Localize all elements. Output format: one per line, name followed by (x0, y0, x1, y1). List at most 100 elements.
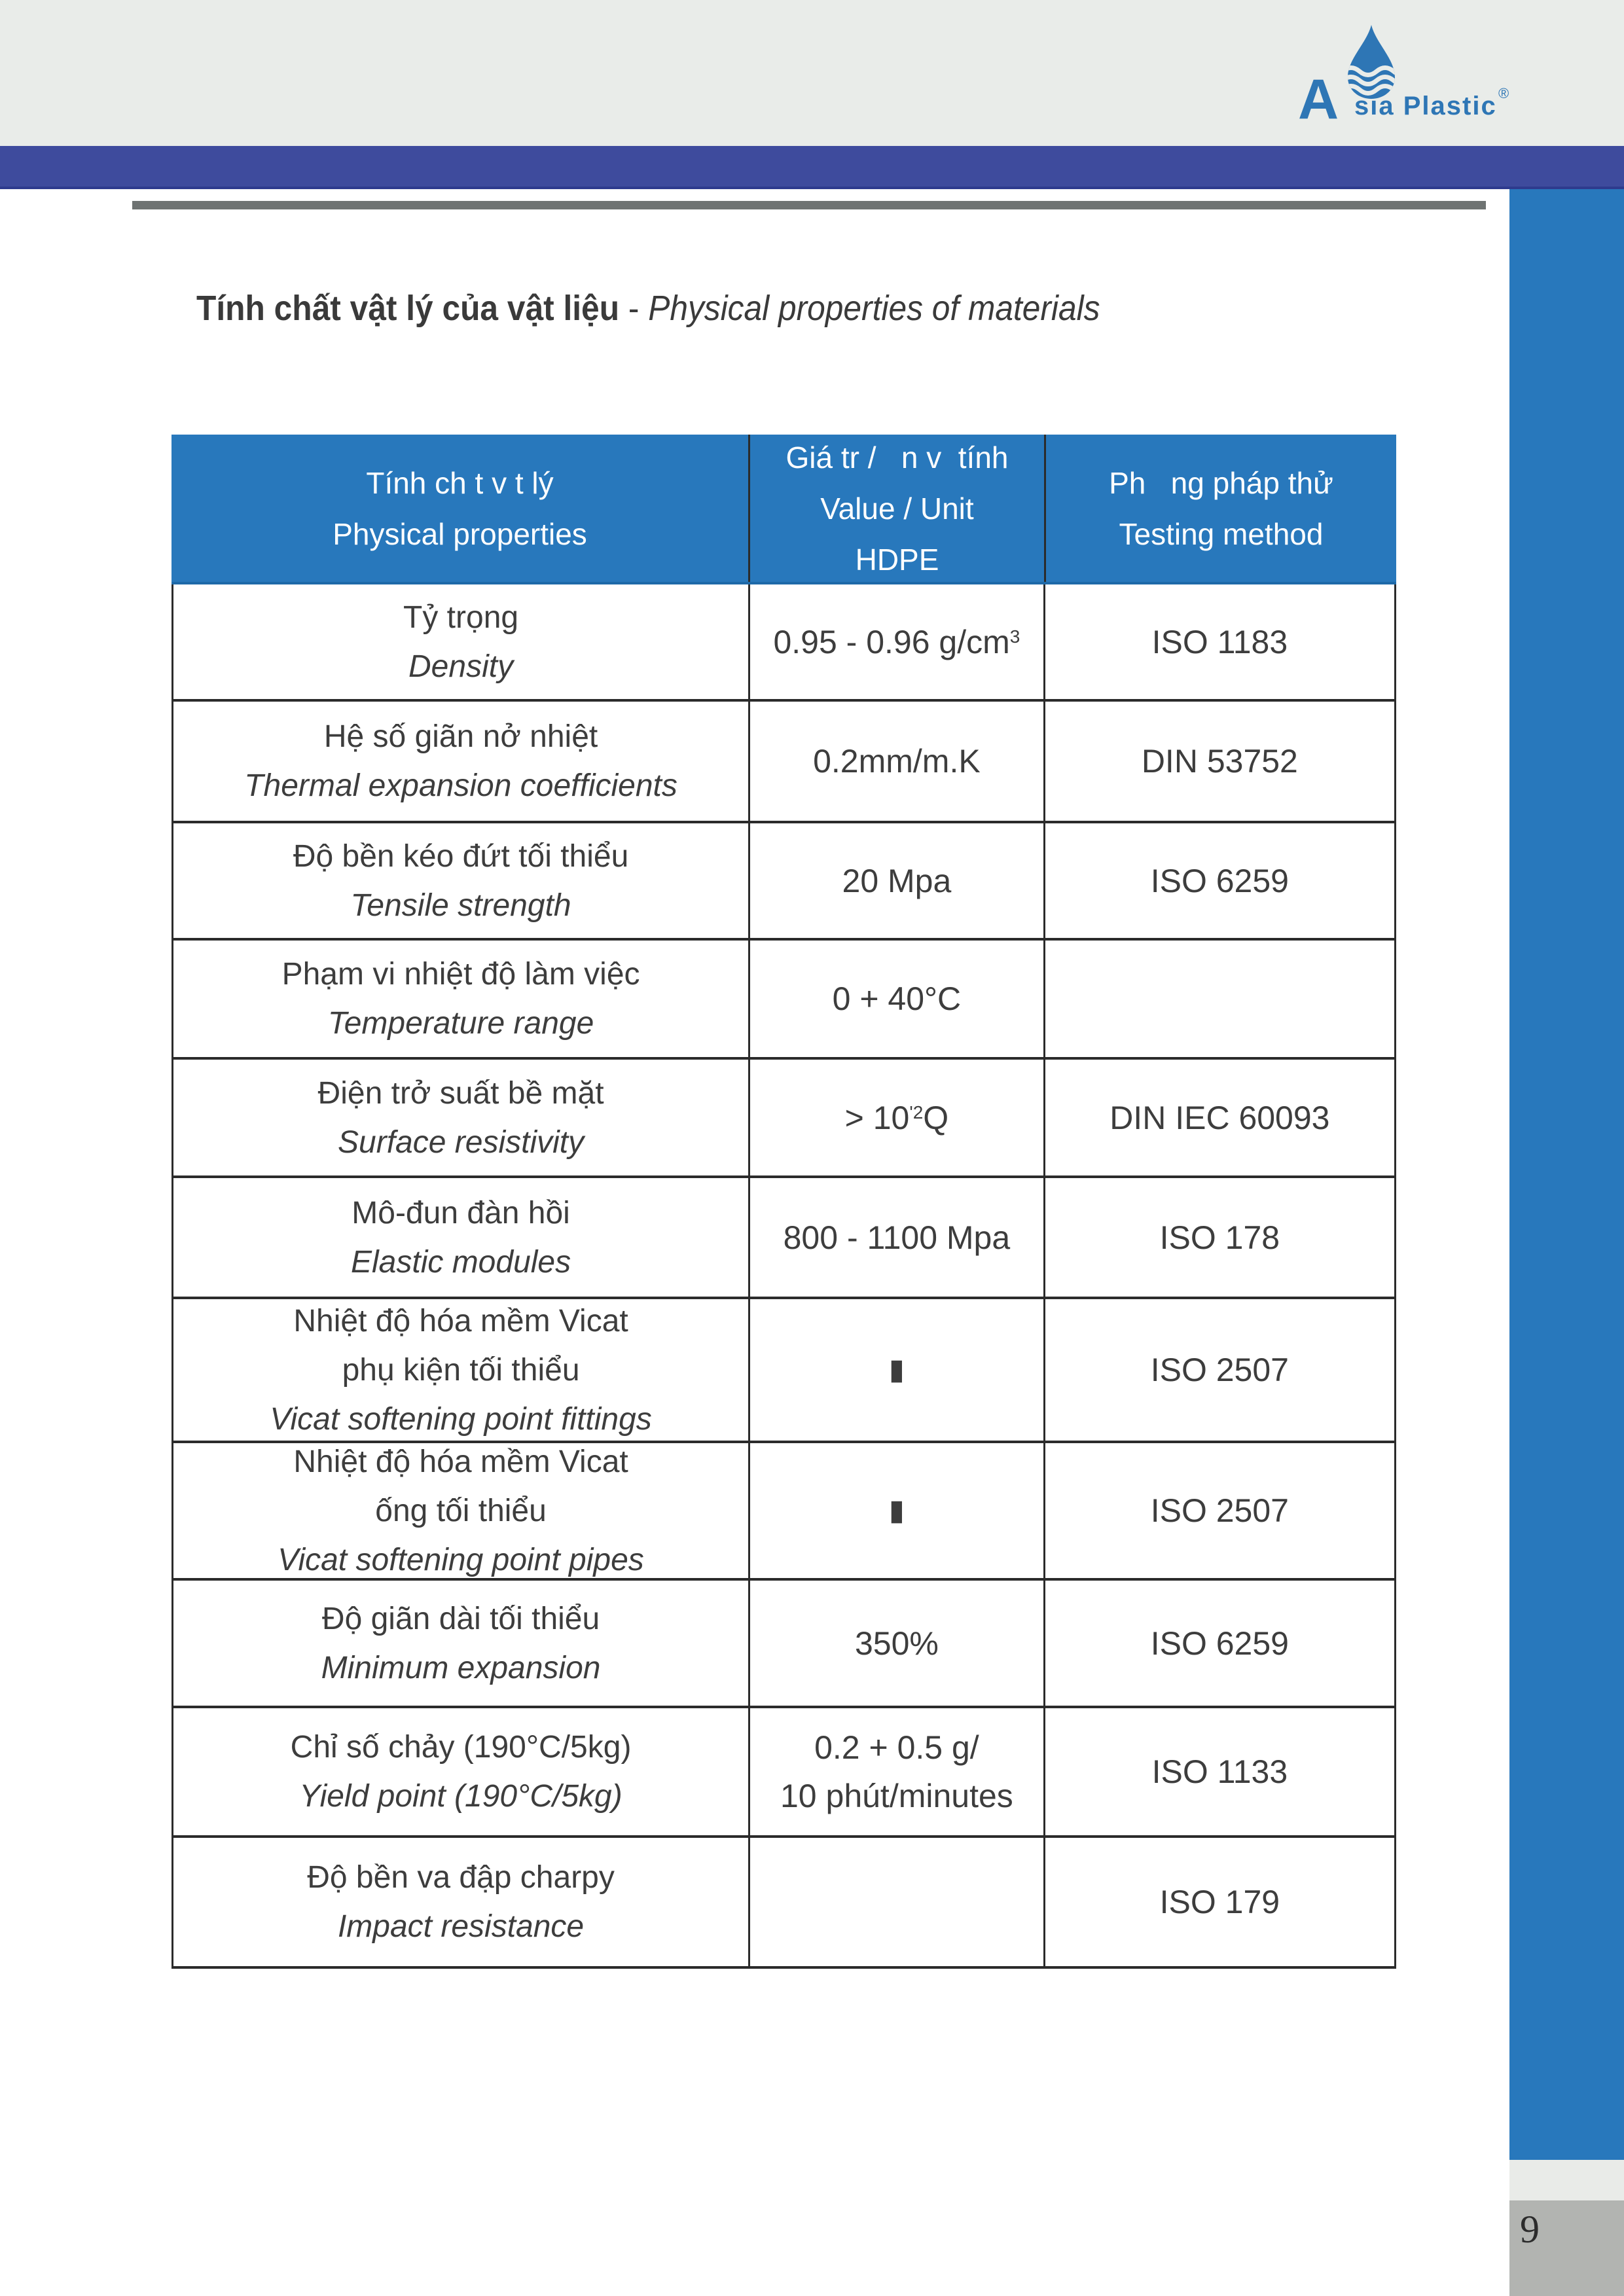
property-cell: Nhiệt độ hóa mềm Vicat phụ kiện tối thiểu… (173, 1299, 748, 1441)
value-text: > 10'2Q (845, 1099, 949, 1137)
asia-plastic-logo: A sia Plastic ® (1298, 5, 1521, 131)
property-cell: Độ bền kéo đứt tối thiểu Tensile strength (173, 823, 748, 938)
value-cell: ▮ (748, 1299, 1043, 1441)
physical-properties-table: Tính ch t v t lý Physical properties Giá… (171, 435, 1396, 1969)
table-row: Điện trở suất bề mặt Surface resistivity >… (173, 1060, 1394, 1178)
table-header-value: Giá tr / n v tính Value / Unit HDPE (748, 435, 1044, 582)
property-cell: Phạm vi nhiệt độ làm việc Temperature ran… (173, 941, 748, 1057)
method-cell: DIN 53752 (1043, 702, 1394, 821)
method-text: ISO 6259 (1150, 1624, 1289, 1662)
property-name-en: Vicat softening point pipes (278, 1542, 644, 1577)
table-row: Mô-đun đàn hồi Elastic modules 800 - 1100 … (173, 1178, 1394, 1299)
value-cell: 0 + 40°C (748, 941, 1043, 1057)
page-title: Tính chất vật lý của vật liệu - Physical… (196, 288, 1100, 329)
property-name-vi: Phạm vi nhiệt độ làm việc (281, 957, 640, 992)
property-cell: Tỷ trọng Density (173, 584, 748, 699)
property-cell: Nhiệt độ hóa mềm Vicat ống tối thiểu Vicat… (173, 1443, 748, 1578)
method-cell: ISO 1133 (1043, 1708, 1394, 1835)
table-row: Nhiệt độ hóa mềm Vicat ống tối thiểu Vicat… (173, 1443, 1394, 1581)
method-text: ISO 179 (1159, 1884, 1280, 1920)
method-cell: ISO 179 (1043, 1838, 1394, 1966)
header-properties-vi: Tính ch t v t lý (366, 465, 554, 500)
value-cell (748, 1838, 1043, 1966)
property-name-vi: Điện trở suất bề mặt (317, 1075, 604, 1111)
registered-trademark-icon: ® (1498, 85, 1509, 101)
property-name-vi: Mô-đun đàn hồi (352, 1195, 570, 1230)
property-name-en: Surface resistivity (338, 1124, 585, 1160)
missing-glyph-marker: ▮ (889, 1496, 905, 1525)
value-main: ▮ (888, 1494, 905, 1526)
method-text: ISO 2507 (1150, 1492, 1289, 1529)
table-row: Độ giãn dài tối thiểu Minimum expansion 35… (173, 1581, 1394, 1708)
value-cell: ▮ (748, 1443, 1043, 1578)
header-method-en: Testing method (1119, 516, 1324, 551)
value-main: > 10 (844, 1099, 910, 1136)
table-header-properties: Tính ch t v t lý Physical properties (171, 435, 748, 582)
property-cell: Điện trở suất bề mặt Surface resistivity (173, 1060, 748, 1175)
value-text: 800 - 1100 Mpa (784, 1219, 1011, 1257)
property-name-en: Minimum expansion (321, 1650, 601, 1685)
value-text: 0 + 40°C (833, 980, 962, 1018)
logo-waves (1348, 65, 1395, 96)
missing-glyph-marker: ▮ (889, 1355, 905, 1384)
right-sidebar-lightstrip (1509, 2160, 1624, 2200)
value-main: 800 - 1100 Mpa (783, 1219, 1011, 1256)
table-row: Độ bền kéo đứt tối thiểu Tensile strength… (173, 823, 1394, 941)
property-name-vi: Tỷ trọng (403, 600, 519, 635)
method-text: DIN 53752 (1141, 743, 1298, 780)
header-value-en: Value / Unit (820, 491, 974, 526)
value-cell: 0.95 - 0.96 g/cm3 (748, 584, 1043, 699)
property-name-en: Elastic modules (350, 1244, 571, 1280)
table-header-method: Ph ng pháp thử Testing method (1044, 435, 1396, 582)
table-row: Chỉ số chảy (190°C/5kg) Yield point (190°… (173, 1708, 1394, 1838)
property-cell: Độ giãn dài tối thiểu Minimum expansion (173, 1581, 748, 1706)
value-text: 0.2 + 0.5 g/ (814, 1729, 979, 1767)
page-title-english: Physical properties of materials (648, 289, 1100, 328)
value-superscript: '2 (909, 1102, 924, 1122)
value-superscript: 3 (1009, 626, 1020, 647)
value-cell: 0.2 + 0.5 g/10 phút/minutes (748, 1708, 1043, 1835)
value-text-line2: 10 phút/minutes (780, 1778, 1013, 1814)
logo-wordmark: sia Plastic (1354, 92, 1497, 120)
property-cell: Chỉ số chảy (190°C/5kg) Yield point (190°… (173, 1708, 748, 1835)
method-text: ISO 6259 (1150, 862, 1289, 899)
property-name-en: Impact resistance (337, 1909, 585, 1944)
value-cell: 800 - 1100 Mpa (748, 1178, 1043, 1297)
property-cell: Mô-đun đàn hồi Elastic modules (173, 1178, 748, 1297)
header-value-material: HDPE (855, 542, 939, 577)
property-name-vi-line2: phụ kiện tối thiểu (342, 1352, 580, 1388)
method-cell: ISO 2507 (1043, 1443, 1394, 1578)
page-title-vietnamese: Tính chất vật lý của vật liệu (196, 289, 620, 328)
gray-rule-bar (132, 201, 1486, 209)
table-header-row: Tính ch t v t lý Physical properties Giá… (171, 435, 1396, 584)
right-sidebar-band (1509, 189, 1624, 2160)
table-row: Phạm vi nhiệt độ làm việc Temperature ran… (173, 941, 1394, 1060)
property-name-en: Density (408, 649, 514, 684)
property-name-vi: Chỉ số chảy (190°C/5kg) (290, 1730, 632, 1765)
table-body: Tỷ trọng Density 0.95 - 0.96 g/cm3 ISO 1183… (171, 584, 1396, 1969)
method-text: ISO 1183 (1151, 623, 1288, 660)
value-main: 0.2 + 0.5 g/ (814, 1729, 979, 1766)
property-name-en: Yield point (190°C/5kg) (299, 1779, 623, 1814)
table-row: Nhiệt độ hóa mềm Vicat phụ kiện tối thiểu… (173, 1299, 1394, 1443)
property-name-vi: Nhiệt độ hóa mềm Vicat (293, 1444, 628, 1479)
method-cell: ISO 1183 (1043, 584, 1394, 699)
value-main: 0.95 - 0.96 g/cm (773, 623, 1010, 660)
method-text: ISO 1133 (1151, 1753, 1288, 1790)
method-cell: DIN IEC 60093 (1043, 1060, 1394, 1175)
table-row: Hệ số giãn nở nhiệt Thermal expansion coe… (173, 702, 1394, 823)
property-name-vi: Độ giãn dài tối thiểu (321, 1601, 600, 1636)
property-name-vi: Độ bền kéo đứt tối thiểu (293, 838, 629, 874)
header-properties-en: Physical properties (333, 516, 587, 551)
method-cell: ISO 178 (1043, 1178, 1394, 1297)
property-cell: Hệ số giãn nở nhiệt Thermal expansion coe… (173, 702, 748, 821)
value-text: 0.2mm/m.K (813, 742, 981, 780)
method-text: ISO 178 (1159, 1219, 1280, 1256)
value-tail: Q (923, 1099, 949, 1136)
page-title-separator: - (619, 289, 649, 328)
value-main: 0 + 40°C (832, 980, 962, 1017)
water-drop-icon: A sia Plastic ® (1298, 25, 1509, 131)
value-text: 0.95 - 0.96 g/cm3 (773, 623, 1020, 661)
table-row: Độ bền va đập charpy Impact resistance ISO… (173, 1838, 1394, 1966)
method-text: ISO 2507 (1150, 1352, 1289, 1388)
